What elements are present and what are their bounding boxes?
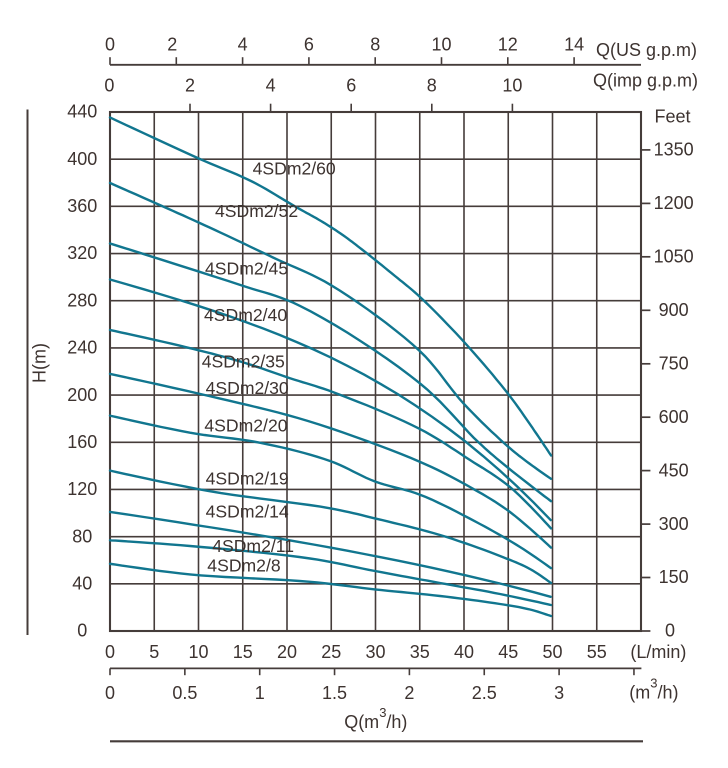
svg-text:360: 360 <box>67 196 97 216</box>
svg-text:4SDm2/60: 4SDm2/60 <box>253 158 336 178</box>
svg-text:4SDm2/8: 4SDm2/8 <box>207 556 281 576</box>
svg-text:1050: 1050 <box>654 247 694 267</box>
svg-text:4SDm2/35: 4SDm2/35 <box>202 351 285 371</box>
svg-text:12: 12 <box>498 34 518 54</box>
svg-text:Feet: Feet <box>655 107 691 127</box>
svg-text:Q(m3/h): Q(m3/h) <box>344 705 407 732</box>
svg-text:8: 8 <box>427 76 437 96</box>
svg-text:80: 80 <box>72 526 92 546</box>
svg-text:440: 440 <box>67 102 97 122</box>
svg-text:10: 10 <box>502 76 522 96</box>
svg-text:4: 4 <box>238 34 248 54</box>
svg-text:(m3/h): (m3/h) <box>629 676 678 703</box>
svg-text:300: 300 <box>659 514 689 534</box>
svg-text:4SDm2/30: 4SDm2/30 <box>206 378 289 398</box>
svg-text:0: 0 <box>105 642 115 662</box>
svg-text:50: 50 <box>542 642 562 662</box>
svg-text:14: 14 <box>564 34 584 54</box>
svg-text:40: 40 <box>72 574 92 594</box>
svg-text:1200: 1200 <box>654 193 694 213</box>
svg-text:6: 6 <box>304 34 314 54</box>
svg-text:2: 2 <box>185 76 195 96</box>
svg-text:0: 0 <box>77 621 87 641</box>
svg-text:25: 25 <box>321 642 341 662</box>
svg-text:1: 1 <box>255 683 265 703</box>
svg-text:15: 15 <box>233 642 253 662</box>
svg-text:1.5: 1.5 <box>322 683 347 703</box>
svg-text:4SDm2/14: 4SDm2/14 <box>206 502 289 522</box>
svg-text:2: 2 <box>167 34 177 54</box>
svg-text:0: 0 <box>104 76 114 96</box>
svg-text:0: 0 <box>105 683 115 703</box>
svg-text:4SDm2/20: 4SDm2/20 <box>204 416 287 436</box>
svg-text:H(m): H(m) <box>30 343 50 383</box>
svg-text:4SDm2/19: 4SDm2/19 <box>206 468 289 488</box>
svg-text:4SDm2/52: 4SDm2/52 <box>215 201 298 221</box>
svg-text:Q(US g.p.m): Q(US g.p.m) <box>596 40 697 60</box>
svg-text:0: 0 <box>665 621 675 641</box>
svg-text:4SDm2/40: 4SDm2/40 <box>204 305 287 325</box>
svg-text:55: 55 <box>587 642 607 662</box>
svg-text:280: 280 <box>67 290 97 310</box>
svg-text:8: 8 <box>370 34 380 54</box>
svg-text:10: 10 <box>188 642 208 662</box>
svg-text:600: 600 <box>659 407 689 427</box>
svg-text:5: 5 <box>149 642 159 662</box>
svg-text:240: 240 <box>67 338 97 358</box>
svg-text:400: 400 <box>67 149 97 169</box>
svg-text:45: 45 <box>498 642 518 662</box>
svg-text:900: 900 <box>659 300 689 320</box>
svg-text:20: 20 <box>277 642 297 662</box>
svg-text:150: 150 <box>659 567 689 587</box>
svg-text:160: 160 <box>67 432 97 452</box>
svg-text:(L/min): (L/min) <box>630 642 686 662</box>
svg-text:35: 35 <box>410 642 430 662</box>
svg-text:40: 40 <box>454 642 474 662</box>
svg-text:6: 6 <box>346 76 356 96</box>
svg-text:0.5: 0.5 <box>172 683 197 703</box>
svg-text:30: 30 <box>365 642 385 662</box>
svg-text:750: 750 <box>659 353 689 373</box>
svg-text:200: 200 <box>67 385 97 405</box>
svg-text:120: 120 <box>67 479 97 499</box>
svg-text:2: 2 <box>404 683 414 703</box>
svg-text:1350: 1350 <box>654 140 694 160</box>
svg-text:4: 4 <box>266 76 276 96</box>
svg-text:4SDm2/11: 4SDm2/11 <box>212 536 294 556</box>
svg-text:4SDm2/45: 4SDm2/45 <box>205 258 288 278</box>
svg-text:10: 10 <box>431 34 451 54</box>
svg-text:2.5: 2.5 <box>472 683 497 703</box>
svg-text:3: 3 <box>554 683 564 703</box>
svg-text:0: 0 <box>105 34 115 54</box>
svg-text:320: 320 <box>67 243 97 263</box>
svg-text:Q(imp g.p.m): Q(imp g.p.m) <box>593 71 698 91</box>
svg-text:450: 450 <box>659 460 689 480</box>
